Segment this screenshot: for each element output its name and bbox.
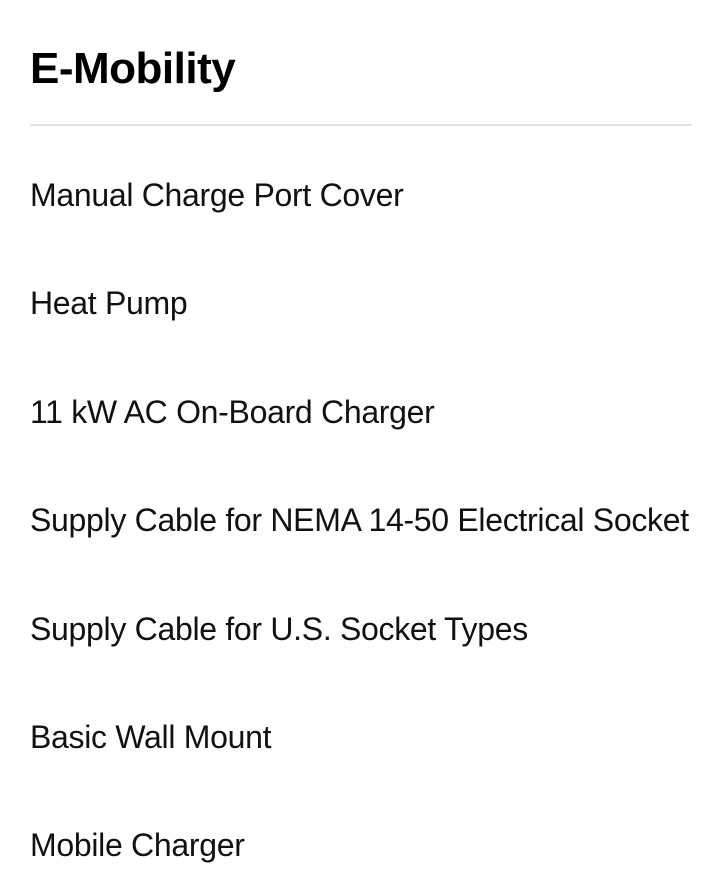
- list-item: Mobile Charger: [30, 826, 692, 864]
- section-divider: [30, 124, 692, 126]
- feature-list: Manual Charge Port Cover Heat Pump 11 kW…: [30, 176, 692, 865]
- list-item: Supply Cable for NEMA 14-50 Electrical S…: [30, 501, 692, 539]
- list-item: 11 kW AC On-Board Charger: [30, 393, 692, 431]
- section-title: E-Mobility: [30, 44, 692, 94]
- list-item: Manual Charge Port Cover: [30, 176, 692, 214]
- list-item: Supply Cable for U.S. Socket Types: [30, 610, 692, 648]
- list-item: Heat Pump: [30, 284, 692, 322]
- list-item: Basic Wall Mount: [30, 718, 692, 756]
